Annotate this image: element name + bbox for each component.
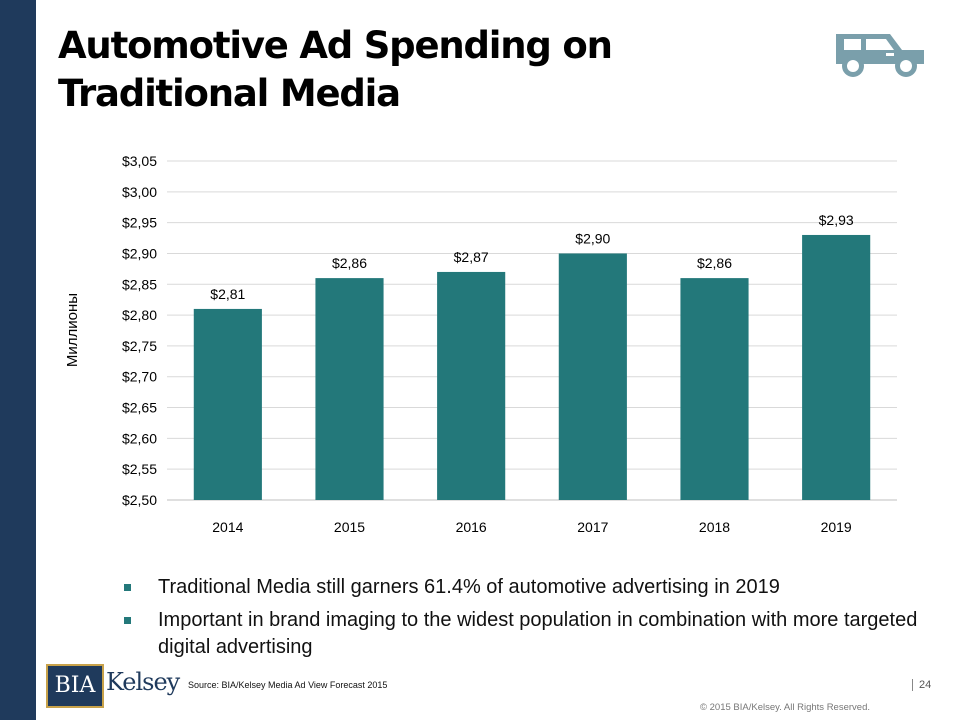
- bar: [315, 278, 384, 500]
- copyright-notice: © 2015 BIA/Kelsey. All Rights Reserved.: [700, 702, 870, 713]
- y-tick-label: $2,50: [122, 492, 157, 508]
- y-tick-label: $2,90: [122, 245, 157, 261]
- data-label: $2,90: [575, 230, 610, 246]
- y-axis-label: Миллионы: [64, 293, 81, 367]
- y-tick-label: $2,70: [122, 369, 157, 385]
- y-tick-label: $3,05: [122, 153, 157, 169]
- y-tick-label: $2,75: [122, 338, 157, 354]
- bar-chart: $2,50 $2,55 $2,60 $2,65 $2,70 $2,75 $2,80 $2,85…: [64, 153, 897, 535]
- slide-title-line-2: Traditional Media: [58, 72, 401, 115]
- data-label: $2,86: [332, 255, 367, 271]
- y-tick-label: $2,55: [122, 461, 157, 477]
- bullet-list: Traditional Media still garners 61.4% of…: [122, 574, 922, 667]
- bar: [680, 278, 749, 500]
- x-tick-label: 2014: [212, 519, 243, 535]
- x-tick-label: 2017: [577, 519, 608, 535]
- car-icon: [836, 34, 924, 77]
- x-tick-label: 2015: [334, 519, 365, 535]
- y-tick-label: $2,95: [122, 215, 157, 231]
- slide-title-line-1: Automotive Ad Spending on: [58, 24, 613, 67]
- bar: [437, 271, 506, 500]
- data-label: $2,81: [210, 286, 245, 302]
- bullet-text: Important in brand imaging to the widest…: [158, 609, 918, 658]
- side-accent-bar: [0, 0, 36, 720]
- data-label: $2,86: [697, 255, 732, 271]
- y-tick-label: $2,85: [122, 276, 157, 292]
- logo-wordmark: Kelsey: [106, 668, 180, 696]
- bar: [802, 234, 871, 501]
- bullet-item: Traditional Media still garners 61.4% of…: [122, 574, 922, 601]
- y-tick-label: $2,60: [122, 430, 157, 446]
- y-tick-label: $2,80: [122, 307, 157, 323]
- bar: [558, 253, 627, 500]
- company-logo: BIA Kelsey: [46, 664, 180, 708]
- bullet-square-icon: [124, 584, 131, 591]
- bullet-text: Traditional Media still garners 61.4% of…: [158, 576, 780, 598]
- slide-title: Automotive Ad Spending on Traditional Me…: [58, 22, 758, 118]
- x-tick-label: 2019: [821, 519, 852, 535]
- y-tick-label: $2,65: [122, 400, 157, 416]
- data-label: $2,87: [454, 249, 489, 265]
- y-tick-label: $3,00: [122, 184, 157, 200]
- x-tick-label: 2018: [699, 519, 730, 535]
- page-number: 24: [912, 679, 931, 691]
- data-label: $2,93: [819, 212, 854, 228]
- source-note: Source: BIA/Kelsey Media Ad View Forecas…: [188, 680, 388, 690]
- x-tick-label: 2016: [456, 519, 487, 535]
- bullet-item: Important in brand imaging to the widest…: [122, 607, 922, 661]
- bullet-square-icon: [124, 617, 131, 624]
- bar: [193, 308, 262, 500]
- logo-mark: BIA: [46, 664, 104, 708]
